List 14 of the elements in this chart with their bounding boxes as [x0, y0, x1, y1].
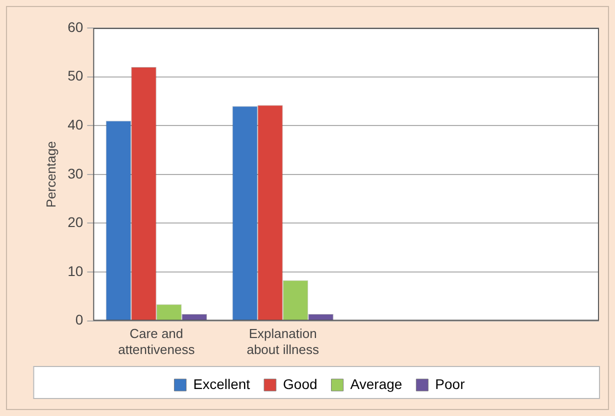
legend-label: Average [350, 376, 402, 392]
y-tick-label: 20 [68, 214, 84, 230]
y-tick-label: 60 [68, 18, 84, 35]
y-tick-label: 30 [68, 165, 84, 182]
legend-label: Good [283, 376, 318, 392]
y-tick-label: 50 [68, 68, 84, 84]
y-tick-label: 0 [75, 312, 84, 328]
x-tick-label: Care and attentiveness [118, 326, 196, 357]
legend-label: Poor [435, 376, 466, 392]
y-tick-label: 10 [68, 262, 84, 279]
y-tick-label: 40 [68, 116, 84, 132]
x-tick-label: Explanation about illness [246, 326, 320, 357]
y-axis-title: Percentage [43, 141, 58, 208]
legend-label: Excellent [193, 376, 250, 392]
